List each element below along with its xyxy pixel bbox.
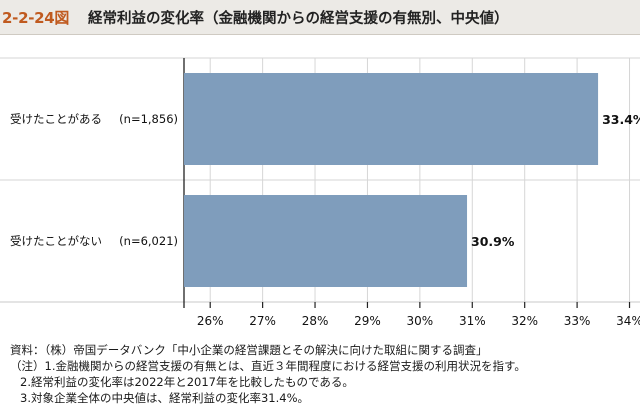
note-2: 2.経常利益の変化率は2022年と2017年を比較したものである。: [20, 375, 354, 389]
x-tick-label-33: 33%: [564, 314, 591, 328]
x-tick-label-34: 34%: [616, 314, 640, 328]
sample-size-label-0: (n=1,856): [119, 112, 178, 126]
sample-size-label-1: (n=6,021): [119, 234, 178, 248]
category-label-0: 受けたことがある: [10, 112, 102, 126]
source-note: 資料：（株）帝国データバンク「中小企業の経営課題とその解決に向けた取組に関する調…: [10, 343, 488, 357]
value-label-0: 33.4%: [602, 112, 640, 127]
figure-title: 経常利益の変化率（金融機関からの経営支援の有無別、中央値）: [88, 10, 509, 27]
category-label-1: 受けたことがない: [10, 234, 102, 248]
figure-header: 2-2-24図 経常利益の変化率（金融機関からの経営支援の有無別、中央値）: [0, 0, 640, 34]
x-tick-label-26: 26%: [197, 314, 224, 328]
value-label-1: 30.9%: [471, 234, 515, 249]
x-tick-label-28: 28%: [302, 314, 329, 328]
x-tick-label-27: 27%: [249, 314, 276, 328]
x-tick-label-30: 30%: [407, 314, 434, 328]
figure-number: 2-2-24図: [2, 8, 70, 27]
bar-1: [184, 195, 468, 287]
chart-notes: 資料：（株）帝国データバンク「中小企業の経営課題とその解決に向けた取組に関する調…: [10, 342, 526, 406]
note-1: （注）1.金融機関からの経営支援の有無とは、直近３年間程度における経営支援の利用…: [10, 359, 526, 373]
header-divider: [0, 34, 640, 35]
note-3: 3.対象企業全体の中央値は、経常利益の変化率31.4%。: [20, 391, 310, 405]
bar-chart: 33.4% 受けたことがある (n=1,856) 30.9% 受けたことがない (n=6,…: [0, 57, 640, 328]
bar-0: [184, 73, 599, 165]
x-tick-label-32: 32%: [511, 314, 538, 328]
x-tick-label-31: 31%: [459, 314, 486, 328]
x-tick-label-29: 29%: [354, 314, 381, 328]
